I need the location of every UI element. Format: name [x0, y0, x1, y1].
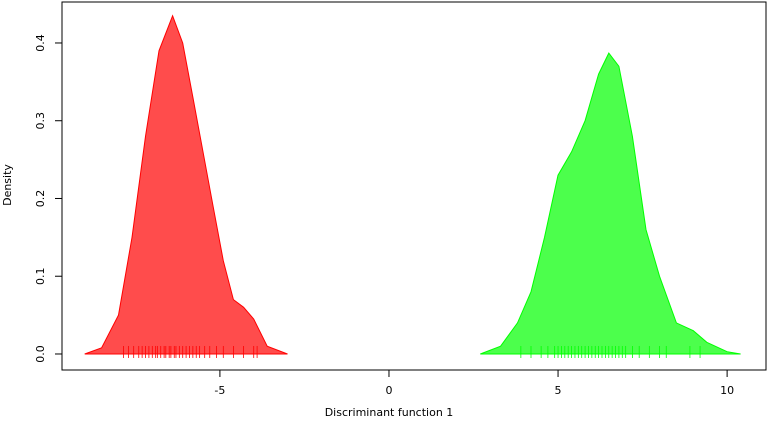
x-axis-label: Discriminant function 1 [325, 406, 454, 419]
x-tick-label: -5 [214, 384, 225, 397]
x-tick-label: 5 [555, 384, 562, 397]
y-tick-label: 0.3 [34, 112, 47, 130]
density-area [84, 14, 288, 355]
y-tick-label: 0.0 [34, 345, 47, 363]
y-tick-label: 0.4 [34, 34, 47, 52]
x-tick-label: 10 [720, 384, 734, 397]
y-tick-label: 0.2 [34, 190, 47, 208]
y-axis-label: Density [1, 164, 14, 206]
x-tick-label: 0 [385, 384, 392, 397]
y-tick-label: 0.1 [34, 267, 47, 285]
plot-frame [61, 1, 767, 371]
density-area [480, 52, 741, 355]
